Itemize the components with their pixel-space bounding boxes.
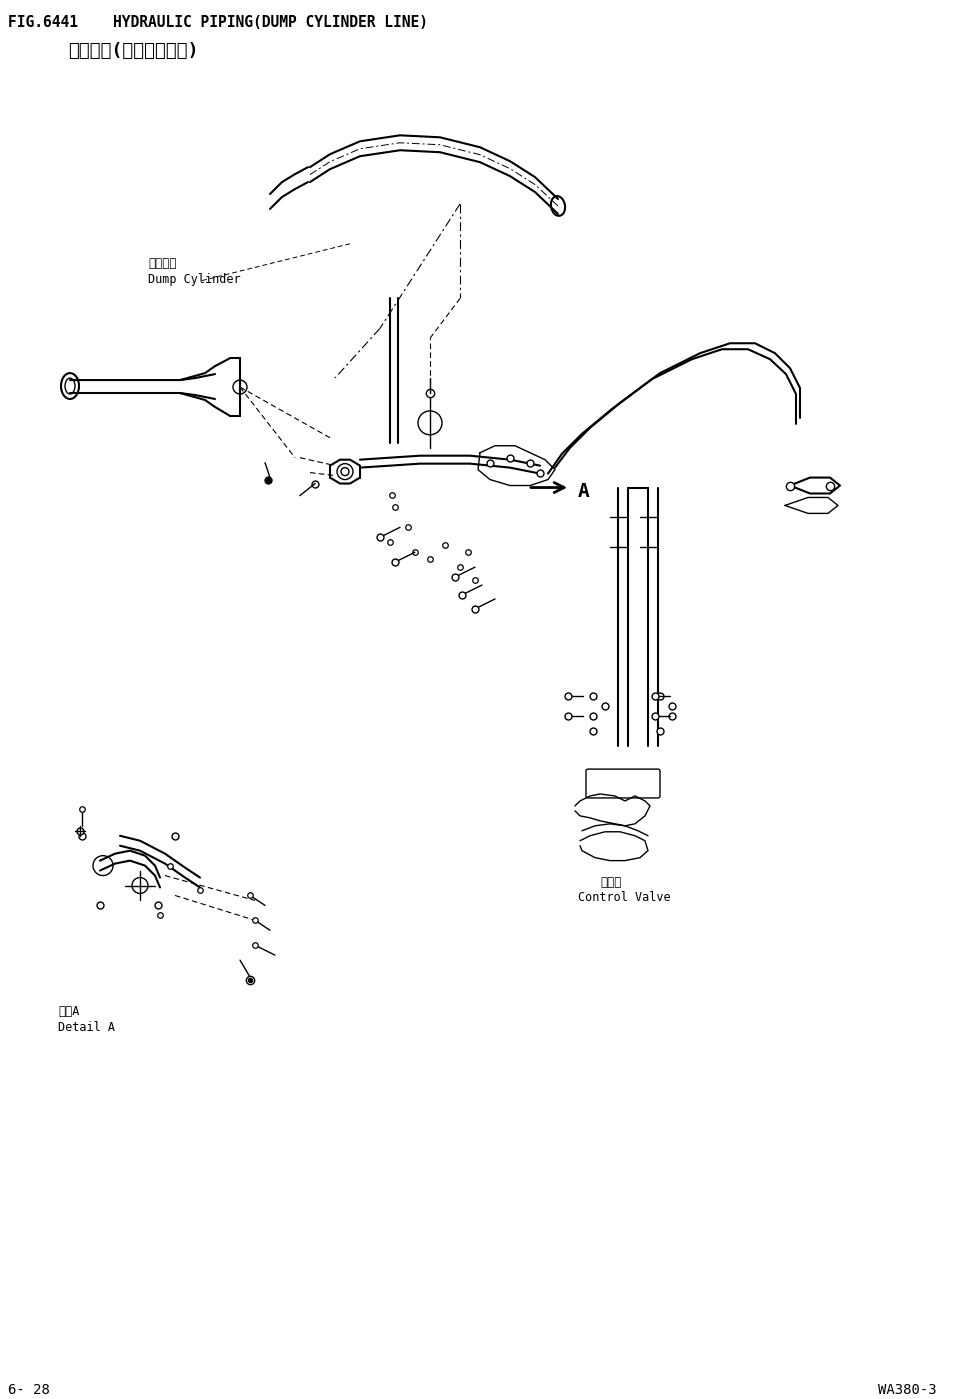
Circle shape — [93, 856, 113, 876]
Text: 铲斗油缸: 铲斗油缸 — [148, 256, 176, 270]
FancyBboxPatch shape — [586, 769, 660, 797]
Text: FIG.6441    HYDRAULIC PIPING(DUMP CYLINDER LINE): FIG.6441 HYDRAULIC PIPING(DUMP CYLINDER … — [8, 15, 428, 29]
Text: 详细A: 详细A — [58, 1004, 80, 1018]
Ellipse shape — [65, 378, 75, 395]
Text: 6- 28: 6- 28 — [8, 1384, 50, 1398]
Text: 液压配管(铲斗油缸配管): 液压配管(铲斗油缸配管) — [68, 42, 198, 60]
Text: WA380-3: WA380-3 — [878, 1384, 937, 1398]
Circle shape — [337, 463, 353, 480]
Text: 控制阀: 控制阀 — [600, 876, 622, 888]
Text: Detail A: Detail A — [58, 1021, 115, 1034]
Ellipse shape — [551, 196, 565, 215]
Text: A: A — [578, 481, 590, 501]
Ellipse shape — [61, 374, 79, 399]
Text: Dump Cylinder: Dump Cylinder — [148, 273, 240, 285]
Circle shape — [132, 877, 148, 894]
Circle shape — [418, 411, 442, 435]
Circle shape — [233, 381, 247, 395]
Text: Control Valve: Control Valve — [578, 891, 670, 905]
Circle shape — [341, 467, 349, 476]
